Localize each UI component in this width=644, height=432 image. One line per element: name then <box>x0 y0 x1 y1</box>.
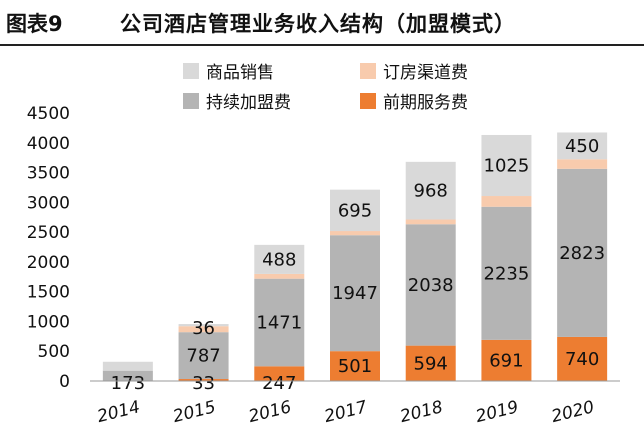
legend-label: 持续加盟费 <box>206 93 291 113</box>
data-label: 247 <box>262 373 296 394</box>
bar-segment-2017-4 <box>330 189 380 232</box>
data-label: 173 <box>111 373 145 394</box>
x-tick-label: 2015 <box>171 397 218 427</box>
y-tick-label: 2000 <box>27 253 70 273</box>
bar-segment-2019-1 <box>481 339 532 381</box>
bar-segment-2017-3 <box>330 231 380 236</box>
x-tick-label: 2017 <box>322 397 369 427</box>
data-label: 2235 <box>484 263 530 284</box>
legend-swatch <box>360 93 376 109</box>
bar-segment-2020-1 <box>557 336 608 381</box>
data-label: 740 <box>565 349 599 370</box>
bar-segment-2015-4 <box>178 324 229 327</box>
data-label: 787 <box>186 346 220 367</box>
x-axis: 2014 2015 2016 2017 2018 2019 2020 <box>90 380 620 427</box>
bar-segment-2015-1 <box>178 379 229 381</box>
data-label: 36 <box>192 318 215 339</box>
figure-label: 图表9 <box>6 12 63 36</box>
figure-title: 公司酒店管理业务收入结构（加盟模式） <box>120 12 516 36</box>
bar-segment-2014-2 <box>102 370 153 381</box>
bar-segment-2018-4 <box>405 161 456 220</box>
bar-segment-2019-3 <box>481 196 532 207</box>
y-tick-label: 0 <box>59 372 70 392</box>
data-label: 695 <box>338 200 372 221</box>
bar-segment-2017-1 <box>330 351 380 381</box>
bar-segment-2020-2 <box>557 168 608 337</box>
bar-segment-2018-1 <box>405 345 456 381</box>
bar-segment-2016-2 <box>254 278 305 367</box>
x-tick-label: 2018 <box>398 397 445 427</box>
bar-segment-2019-4 <box>481 134 532 197</box>
data-label: 2823 <box>559 243 605 264</box>
x-tick-label: 2019 <box>474 397 521 427</box>
data-label: 488 <box>262 249 296 270</box>
y-tick-label: 3500 <box>27 164 70 184</box>
bars <box>102 132 608 381</box>
data-label: 1471 <box>256 312 302 333</box>
data-label: 501 <box>338 356 372 377</box>
data-label: 968 <box>414 181 448 202</box>
y-tick-label: 500 <box>38 342 70 362</box>
legend-label: 商品销售 <box>206 63 274 83</box>
y-tick-label: 4500 <box>27 104 70 124</box>
bar-segment-2016-1 <box>254 366 305 381</box>
y-axis: 0 500 1000 1500 2000 2500 3000 3500 4000 4500 <box>27 104 70 392</box>
y-tick-label: 4000 <box>27 134 70 154</box>
data-label: 1947 <box>332 283 378 304</box>
legend-label: 前期服务费 <box>383 93 468 113</box>
bar-segment-2020-4 <box>557 132 608 160</box>
y-tick-label: 1000 <box>27 312 70 332</box>
y-tick-label: 2500 <box>27 223 70 243</box>
bar-segment-2020-3 <box>557 159 608 169</box>
bar-segment-2015-2 <box>178 332 229 380</box>
legend-label: 订房渠道费 <box>383 63 468 83</box>
data-label: 1025 <box>484 155 530 176</box>
bar-segment-2018-2 <box>405 224 456 346</box>
x-tick-label: 2016 <box>247 397 294 427</box>
bar-segment-2019-2 <box>481 206 532 340</box>
y-tick-label: 3000 <box>27 193 70 213</box>
legend-swatch <box>183 93 199 109</box>
figure-header: 图表9 公司酒店管理业务收入结构（加盟模式） <box>0 0 644 46</box>
bar-segment-2015-3 <box>178 326 229 333</box>
bar-segment-2016-3 <box>254 273 305 279</box>
bar-segment-2018-3 <box>405 219 456 225</box>
x-tick-label: 2020 <box>550 397 597 427</box>
x-tick-label: 2014 <box>95 397 142 427</box>
data-label: 594 <box>414 353 448 374</box>
bar-segment-2017-2 <box>330 235 380 352</box>
bar-segment-2014-4 <box>102 361 153 371</box>
data-label: 450 <box>565 136 599 157</box>
legend-swatch <box>360 63 376 79</box>
y-tick-label: 1500 <box>27 283 70 303</box>
data-label: 691 <box>489 350 523 371</box>
legend-swatch <box>183 63 199 79</box>
data-labels: 173 33 787 36 247 1471 488 501 1947 695 594 2038 968… <box>111 136 605 394</box>
data-label: 2038 <box>408 275 454 296</box>
data-label: 33 <box>192 373 215 394</box>
bar-segment-2016-4 <box>254 244 305 274</box>
